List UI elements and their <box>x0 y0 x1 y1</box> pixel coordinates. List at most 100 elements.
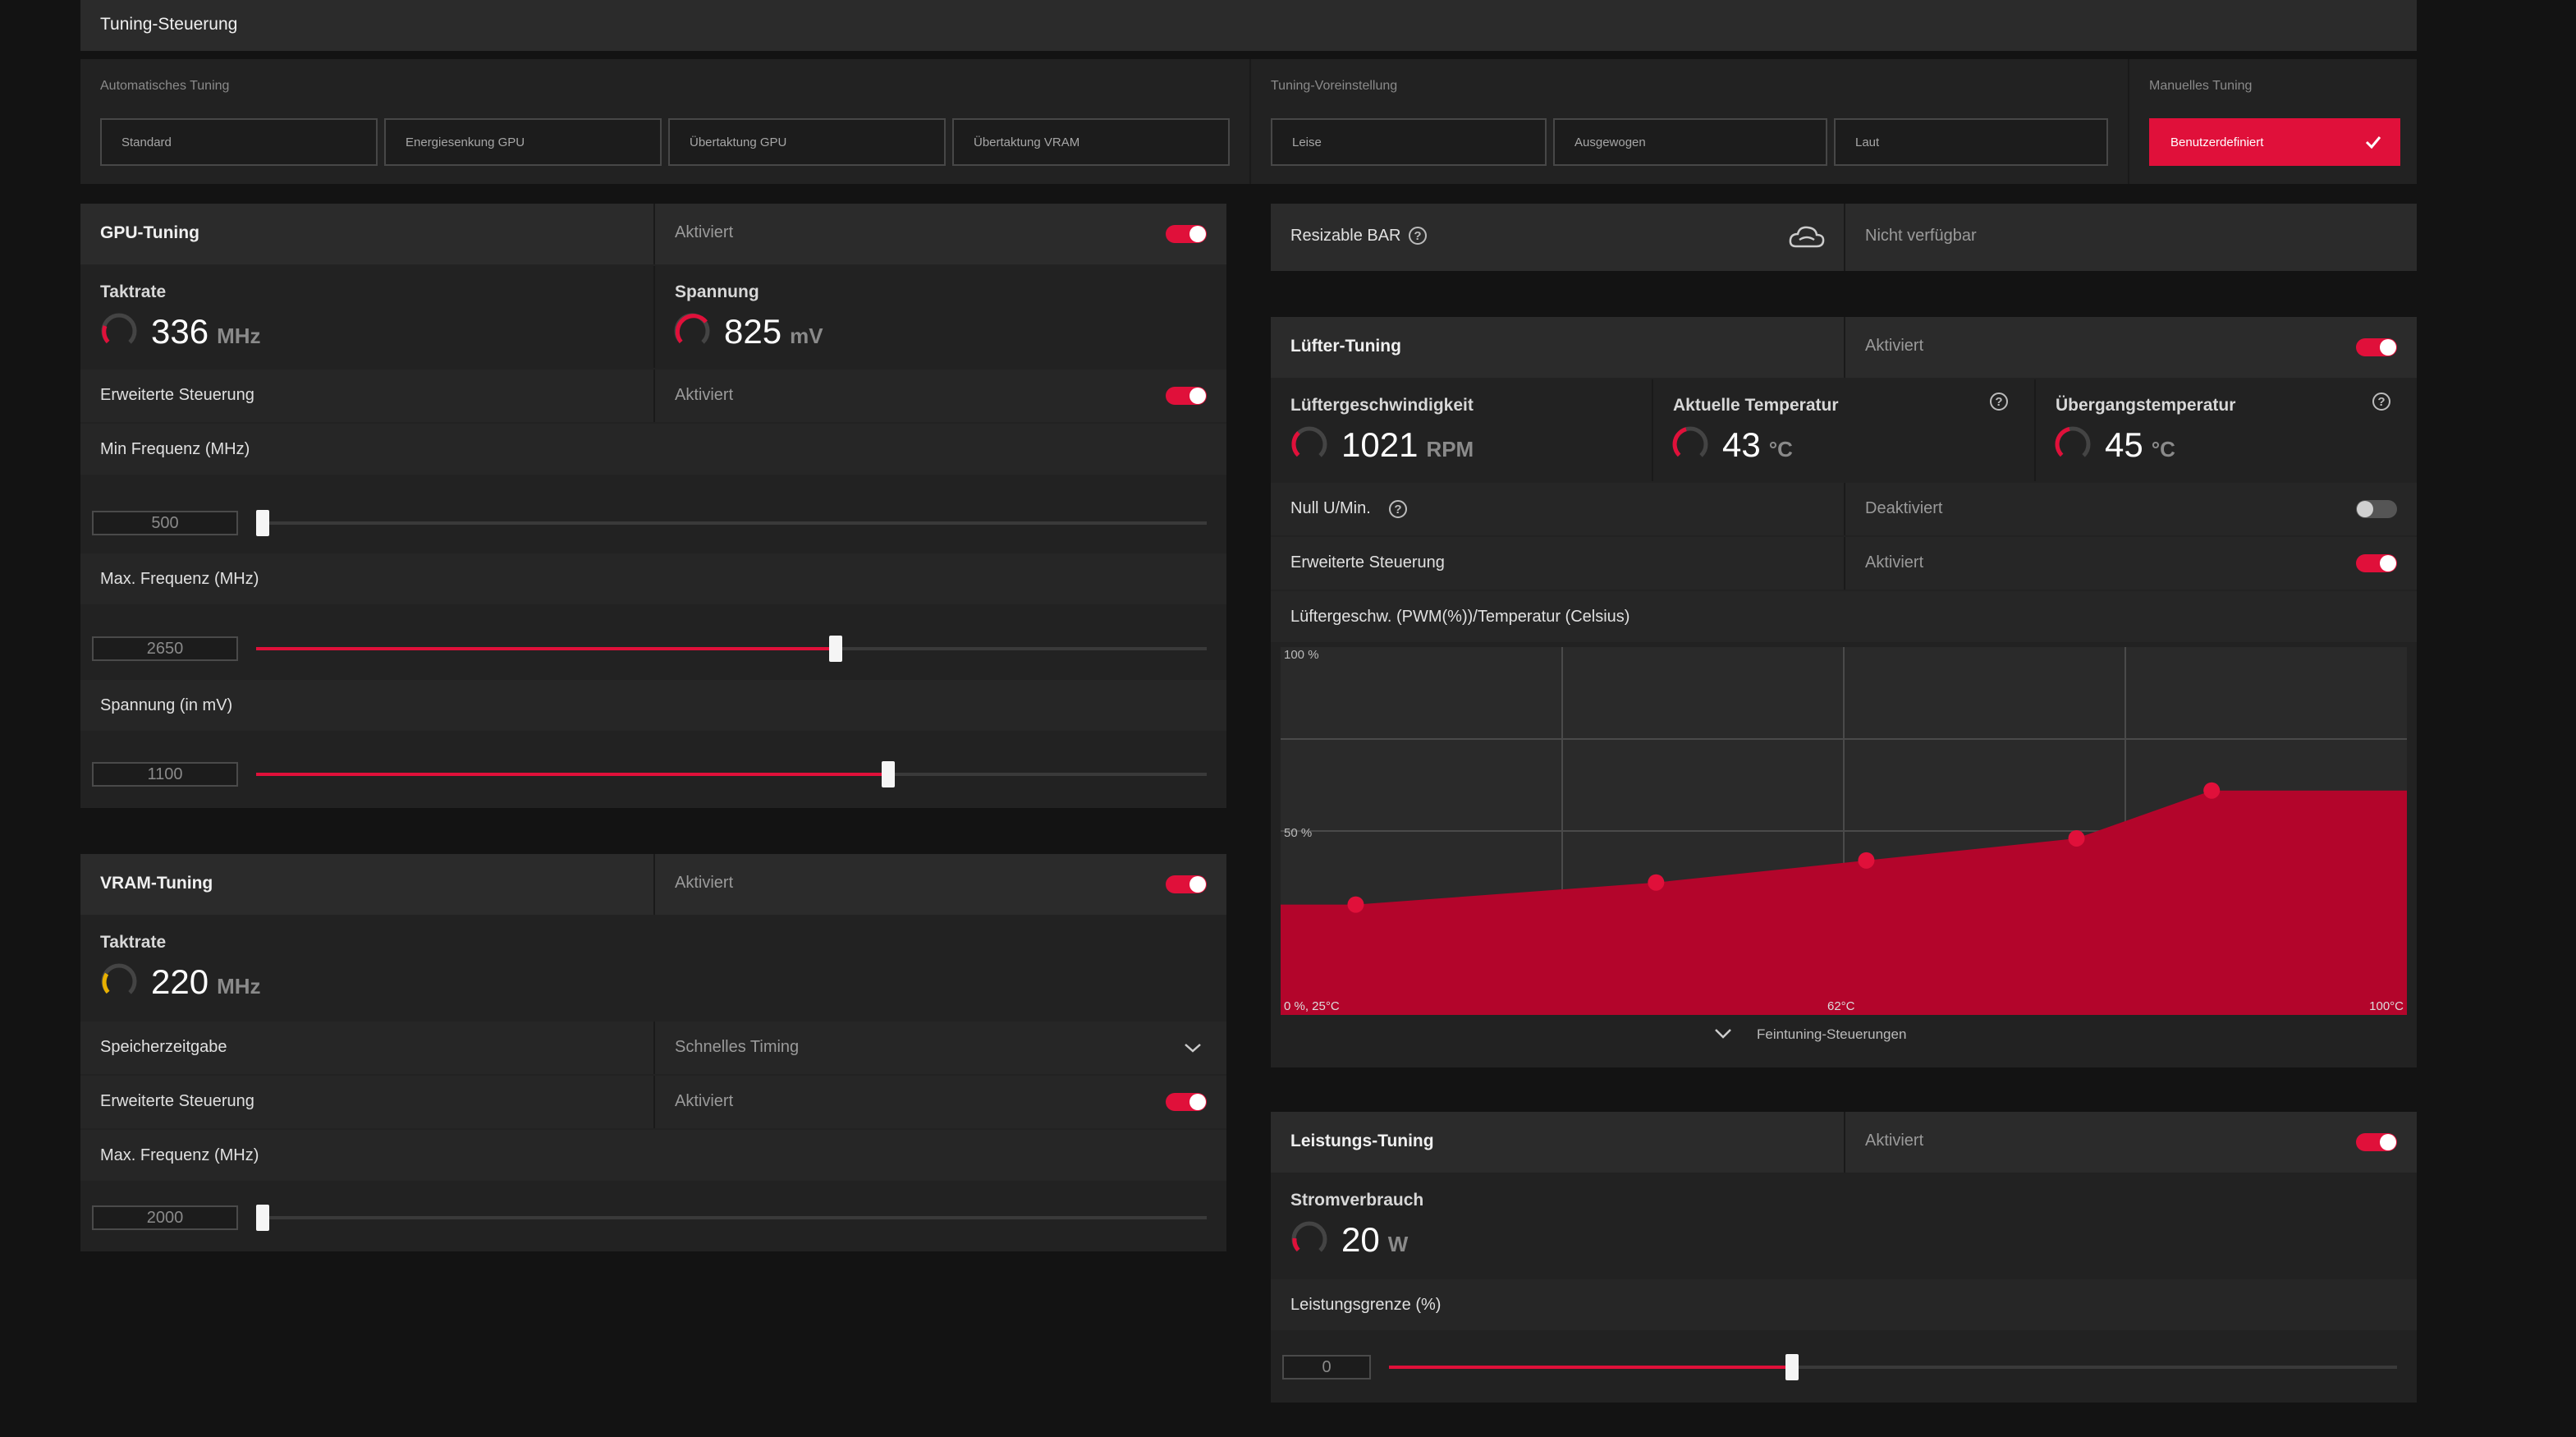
fine-tuning-toggle[interactable]: Feintuning-Steuerungen <box>1714 1022 2042 1051</box>
auto-overclock-gpu-button[interactable]: Übertaktung GPU <box>668 118 946 166</box>
fan-curve-point[interactable] <box>2203 782 2221 799</box>
gpu-tuning-toggle[interactable] <box>1166 225 1207 243</box>
vram-advanced-row: Erweiterte Steuerung Aktiviert <box>80 1076 1226 1128</box>
fan-curve-title: Lüftergeschw. (PWM(%))/Temperatur (Celsi… <box>1290 608 1630 626</box>
vram-clock-value: 220 <box>151 962 209 1001</box>
fan-curve-chart[interactable]: 100 % 50 % 0 %, 25°C 62°C 100°C <box>1281 647 2407 1015</box>
gpu-clock-gauge-icon <box>101 313 137 349</box>
chevron-down-icon <box>1714 1026 1732 1045</box>
memory-timing-label: Speicherzeitgabe <box>100 1038 227 1056</box>
zero-rpm-toggle[interactable] <box>2356 500 2397 518</box>
resizable-bar-help-icon[interactable]: ? <box>1409 227 1427 245</box>
fan-curve-point[interactable] <box>2068 829 2085 847</box>
fine-tuning-label: Feintuning-Steuerungen <box>1757 1026 1907 1042</box>
gpu-clock-unit: MHz <box>217 324 261 348</box>
auto-power-saving-button[interactable]: Energiesenkung GPU <box>384 118 662 166</box>
fan-curve-point[interactable] <box>1347 896 1364 913</box>
fan-tuning-toggle[interactable] <box>2356 338 2397 356</box>
power-tuning-toggle[interactable] <box>2356 1133 2397 1151</box>
vram-tuning-title: VRAM-Tuning <box>100 874 213 893</box>
min-freq-label: Min Frequenz (MHz) <box>100 440 250 458</box>
vram-advanced-toggle[interactable] <box>1166 1093 1207 1111</box>
gpu-clock-readout: 336 MHz <box>151 312 261 351</box>
min-freq-label-row: Min Frequenz (MHz) <box>80 424 1226 475</box>
power-value: 20 <box>1341 1220 1380 1259</box>
y-tick-100: 100 % <box>1284 648 1319 662</box>
power-limit-label-row: Leistungsgrenze (%) <box>1271 1279 2417 1330</box>
preset-quiet-button[interactable]: Leise <box>1271 118 1547 166</box>
fan-tuning-panel: Lüfter-Tuning Aktiviert Lüftergeschwindi… <box>1271 317 2417 1067</box>
vram-advanced-status: Aktiviert <box>675 1092 734 1110</box>
gpu-advanced-label: Erweiterte Steuerung <box>100 386 254 404</box>
vram-advanced-label: Erweiterte Steuerung <box>100 1092 254 1110</box>
power-limit-label: Leistungsgrenze (%) <box>1290 1296 1442 1314</box>
gpu-metrics-row: Taktrate 336 MHz Spannung 825 mV <box>80 266 1226 368</box>
junction-temp-unit: °C <box>2151 437 2175 461</box>
vram-max-freq-label: Max. Frequenz (MHz) <box>100 1146 259 1164</box>
max-freq-slider-thumb[interactable] <box>829 636 842 662</box>
vram-max-freq-input[interactable]: 2000 <box>92 1205 238 1230</box>
fan-speed-value: 1021 <box>1341 425 1419 464</box>
fan-speed-unit: RPM <box>1426 437 1474 461</box>
vram-max-freq-slider-thumb[interactable] <box>256 1205 269 1231</box>
auto-overclock-vram-button[interactable]: Übertaktung VRAM <box>952 118 1230 166</box>
voltage-mv-input[interactable]: 1100 <box>92 762 238 787</box>
min-freq-slider-thumb[interactable] <box>256 510 269 536</box>
max-freq-input[interactable]: 2650 <box>92 636 238 661</box>
fan-metrics-row: Lüftergeschwindigkeit 1021 RPM Aktuelle T… <box>1271 379 2417 481</box>
custom-tuning-label: Benutzerdefiniert <box>2170 135 2264 149</box>
vram-tuning-header: VRAM-Tuning Aktiviert <box>80 854 1226 915</box>
current-temp-help-icon[interactable]: ? <box>1990 393 2008 411</box>
junction-temp-readout: 45 °C <box>2105 425 2175 465</box>
gpu-advanced-toggle[interactable] <box>1166 387 1207 405</box>
y-tick-50: 50 % <box>1284 826 1312 840</box>
auto-standard-button[interactable]: Standard <box>100 118 378 166</box>
vram-tuning-toggle[interactable] <box>1166 875 1207 893</box>
fan-advanced-label: Erweiterte Steuerung <box>1290 553 1445 572</box>
power-limit-slider-thumb[interactable] <box>1785 1354 1799 1380</box>
fan-advanced-row: Erweiterte Steuerung Aktiviert <box>1271 537 2417 590</box>
power-label: Stromverbrauch <box>1290 1191 1424 1210</box>
fan-tuning-status: Aktiviert <box>1865 337 1924 355</box>
resizable-bar-panel: Resizable BAR ? Nicht verfügbar <box>1271 204 2417 271</box>
vram-tuning-status: Aktiviert <box>675 874 734 892</box>
gpu-voltage-value: 825 <box>724 312 782 351</box>
fan-advanced-status: Aktiviert <box>1865 553 1924 572</box>
power-gauge-icon <box>1291 1221 1327 1257</box>
voltage-mv-slider-thumb[interactable] <box>882 761 895 787</box>
current-temp-unit: °C <box>1768 437 1793 461</box>
tuning-mode-panel: Automatisches Tuning Standard Energiesen… <box>80 59 2417 184</box>
fan-advanced-toggle[interactable] <box>2356 554 2397 572</box>
min-freq-slider[interactable] <box>256 510 1207 536</box>
chevron-down-icon <box>1184 1040 1202 1060</box>
gpu-voltage-unit: mV <box>790 324 823 348</box>
power-tuning-panel: Leistungs-Tuning Aktiviert Stromverbrauc… <box>1271 1112 2417 1403</box>
gpu-voltage-label: Spannung <box>675 282 759 301</box>
max-freq-slider[interactable] <box>256 636 1207 662</box>
zero-rpm-row: Null U/Min. ? Deaktiviert <box>1271 483 2417 535</box>
vram-max-freq-slider[interactable] <box>256 1205 1207 1231</box>
power-limit-slider[interactable] <box>1389 1354 2397 1380</box>
min-freq-input[interactable]: 500 <box>92 511 238 535</box>
preset-balanced-button[interactable]: Ausgewogen <box>1553 118 1827 166</box>
preset-tuning-label: Tuning-Voreinstellung <box>1271 79 1398 93</box>
checkmark-icon <box>2364 133 2382 154</box>
power-unit: W <box>1387 1232 1409 1256</box>
gpu-tuning-panel: GPU-Tuning Aktiviert Taktrate 336 MHz Spa… <box>80 204 1226 808</box>
current-temp-gauge-icon <box>1672 426 1708 462</box>
custom-tuning-button[interactable]: Benutzerdefiniert <box>2149 118 2400 166</box>
fan-curve-point[interactable] <box>1648 874 1665 891</box>
power-limit-input[interactable]: 0 <box>1282 1355 1371 1380</box>
junction-temp-label: Übergangstemperatur <box>2056 396 2236 415</box>
fan-curve-point[interactable] <box>1858 852 1875 869</box>
junction-temp-help-icon[interactable]: ? <box>2372 393 2390 411</box>
memory-timing-dropdown[interactable]: Schnelles Timing <box>655 1022 1226 1074</box>
junction-temp-gauge-icon <box>2055 426 2091 462</box>
zero-rpm-help-icon[interactable]: ? <box>1389 500 1407 518</box>
zero-rpm-status: Deaktiviert <box>1865 499 1943 517</box>
fan-tuning-title: Lüfter-Tuning <box>1290 337 1401 356</box>
voltage-mv-slider[interactable] <box>256 761 1207 787</box>
preset-loud-button[interactable]: Laut <box>1834 118 2108 166</box>
gpu-advanced-row: Erweiterte Steuerung Aktiviert <box>80 370 1226 422</box>
x-tick-min: 0 %, 25°C <box>1284 999 1340 1013</box>
